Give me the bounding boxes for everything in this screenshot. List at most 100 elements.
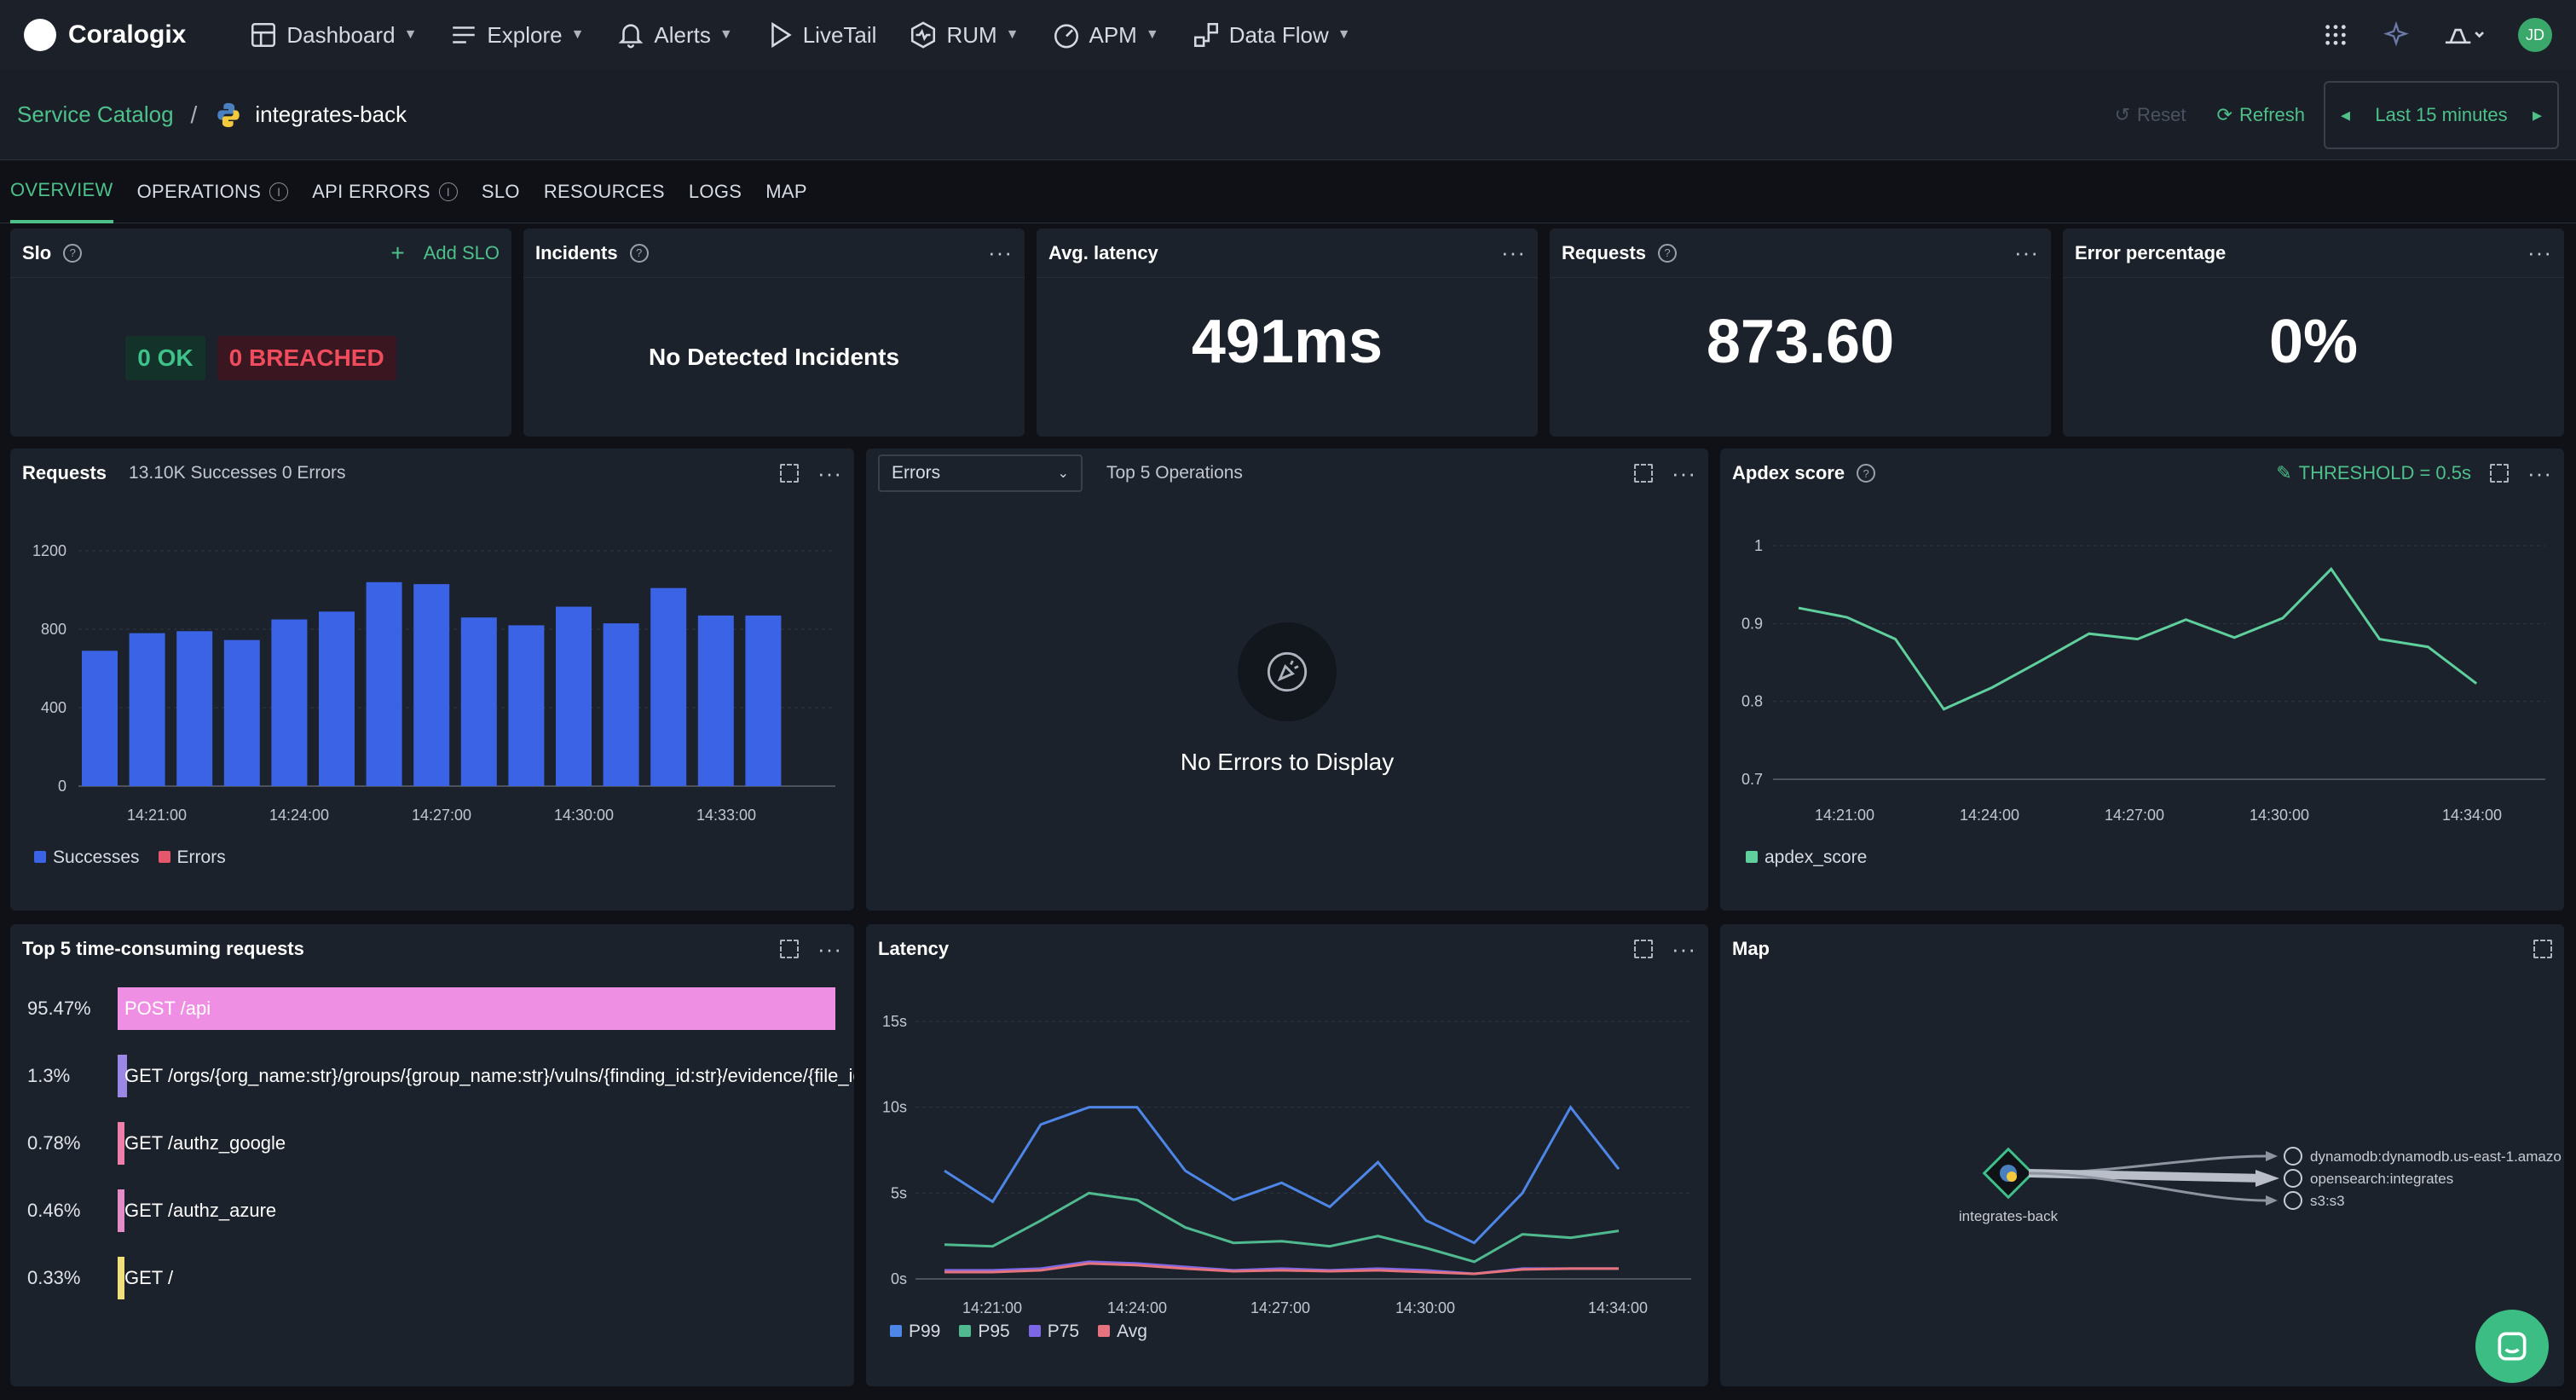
expand-icon[interactable] [1634, 464, 1654, 483]
bar-successes[interactable] [223, 639, 260, 786]
legend-avg[interactable]: Avg [1098, 1322, 1147, 1342]
top5-row[interactable]: 0.33% GET / [27, 1257, 829, 1299]
bar-successes[interactable] [697, 615, 734, 786]
nav-data-flow[interactable]: Data Flow ▼ [1192, 20, 1351, 49]
tab-operations[interactable]: OPERATIONS i [137, 160, 289, 223]
bar-successes[interactable] [271, 619, 308, 787]
more-options-icon[interactable]: ··· [988, 240, 1013, 265]
top5-row[interactable]: 0.78% GET /authz_google [27, 1122, 829, 1165]
refresh-button[interactable]: ⟳ Refresh [2217, 104, 2305, 126]
apps-grid-icon[interactable] [2322, 21, 2349, 49]
chevron-left-icon[interactable]: ◂ [2341, 104, 2351, 125]
bar-successes[interactable] [176, 631, 213, 786]
x-tick-label: 14:27:00 [412, 807, 471, 824]
latency-series-p95[interactable] [944, 1191, 1620, 1264]
reset-button[interactable]: ↺ Reset [2115, 104, 2186, 126]
bar-successes[interactable] [603, 623, 639, 786]
help-icon[interactable]: ? [63, 243, 83, 263]
info-icon[interactable]: i [438, 182, 458, 201]
plus-icon: + [390, 239, 405, 266]
more-options-icon[interactable]: ··· [1672, 460, 1696, 486]
nav-dashboard[interactable]: Dashboard ▼ [249, 20, 417, 49]
bar-successes[interactable] [129, 633, 165, 786]
more-options-icon[interactable]: ··· [817, 935, 842, 962]
target-node-s3[interactable] [2284, 1191, 2302, 1210]
top5-row[interactable]: 95.47% POST /api [27, 987, 835, 1030]
breadcrumb-service-catalog[interactable]: Service Catalog [17, 101, 174, 127]
expand-icon[interactable] [1634, 940, 1654, 958]
bar-successes[interactable] [460, 617, 497, 786]
tab-slo[interactable]: SLO [482, 160, 520, 223]
more-options-icon[interactable]: ··· [2527, 460, 2552, 486]
add-slo-button[interactable]: + Add SLO [390, 240, 500, 267]
nav-alerts-label: Alerts [654, 21, 711, 48]
chevron-right-icon[interactable]: ▸ [2532, 104, 2542, 125]
tab-map[interactable]: MAP [765, 160, 807, 223]
top5-percentage: 0.46% [27, 1200, 81, 1221]
expand-icon[interactable] [2533, 940, 2552, 958]
environment-icon[interactable] [2443, 22, 2486, 48]
tab-overview[interactable]: OVERVIEW [10, 160, 113, 223]
user-avatar[interactable]: JD [2518, 18, 2552, 52]
legend-errors[interactable]: Errors [158, 848, 226, 868]
service-node[interactable] [1982, 1147, 2035, 1200]
legend-apdex-score[interactable]: apdex_score [1746, 848, 1867, 868]
top5-bar-track: GET /authz_azure [118, 1189, 829, 1232]
error-percentage-title: Error percentage [2075, 241, 2227, 263]
apdex-series-line[interactable] [1798, 567, 2478, 711]
info-icon[interactable]: i [269, 182, 289, 201]
requests-chart-title: Requests [22, 462, 107, 483]
arrow-head [2255, 1170, 2279, 1187]
expand-icon[interactable] [780, 464, 800, 483]
help-icon[interactable]: ? [629, 243, 649, 263]
latency-line-chart: 0s 5s 10s 15s 14:21:00 14:24:00 14:27:00 14:30:… [882, 1013, 1691, 1316]
latency-series-p99[interactable] [944, 1104, 1620, 1245]
errors-select[interactable]: Errors ⌄ [878, 454, 1083, 492]
legend-p99[interactable]: P99 [890, 1322, 940, 1342]
legend-p95[interactable]: P95 [959, 1322, 1010, 1342]
top5-row[interactable]: 0.46% GET /authz_azure [27, 1189, 829, 1232]
errors-widget: Errors ⌄ Top 5 Operations ··· No Errors … [866, 448, 1708, 911]
brand-logo[interactable]: Coralogix [24, 19, 186, 51]
edit-threshold-button[interactable]: ✎ THRESHOLD = 0.5s [2276, 462, 2471, 484]
help-icon[interactable]: ? [1658, 243, 1678, 263]
bar-successes[interactable] [650, 587, 687, 786]
latency-series-p75[interactable] [944, 1260, 1619, 1276]
nav-livetail[interactable]: LiveTail [765, 20, 876, 49]
target-node-dynamodb[interactable] [2284, 1147, 2302, 1166]
legend-successes[interactable]: Successes [34, 848, 140, 868]
more-options-icon[interactable]: ··· [1672, 935, 1696, 962]
target-node-opensearch[interactable] [2284, 1169, 2302, 1188]
tab-logs[interactable]: LOGS [689, 160, 742, 223]
threshold-label: THRESHOLD = 0.5s [2298, 462, 2472, 483]
ai-sparkle-icon[interactable] [2382, 20, 2411, 49]
requests-kpi-header: Requests ? ··· [1550, 229, 2051, 278]
time-range-picker[interactable]: ◂ Last 15 minutes ▸ [2324, 81, 2559, 149]
bar-successes[interactable] [508, 625, 545, 786]
expand-icon[interactable] [780, 940, 800, 958]
chevron-down-icon: ▼ [719, 27, 733, 42]
nav-explore[interactable]: Explore ▼ [449, 20, 584, 49]
bar-successes[interactable] [366, 581, 402, 786]
nav-rum[interactable]: RUM ▼ [909, 20, 1019, 49]
bar-successes[interactable] [745, 615, 782, 786]
nav-alerts[interactable]: Alerts ▼ [616, 20, 733, 49]
tab-resources[interactable]: RESOURCES [544, 160, 665, 223]
bar-successes[interactable] [319, 611, 355, 786]
top5-row[interactable]: 1.3% GET /orgs/{org_name:str}/groups/{gro… [27, 1055, 854, 1097]
bar-successes[interactable] [82, 651, 118, 786]
more-options-icon[interactable]: ··· [2014, 240, 2039, 265]
tab-api-errors[interactable]: API ERRORS i [312, 160, 458, 223]
nav-apm[interactable]: APM ▼ [1052, 20, 1159, 49]
more-options-icon[interactable]: ··· [2527, 240, 2552, 265]
bar-successes[interactable] [556, 606, 592, 786]
more-options-icon[interactable]: ··· [817, 460, 842, 486]
more-options-icon[interactable]: ··· [1501, 240, 1526, 265]
expand-icon[interactable] [2490, 464, 2510, 483]
x-tick-label: 14:27:00 [2105, 807, 2164, 824]
help-icon[interactable]: ? [1857, 464, 1876, 483]
bar-successes[interactable] [413, 584, 450, 786]
chat-support-button[interactable] [2475, 1310, 2549, 1383]
legend-p75[interactable]: P75 [1028, 1322, 1079, 1342]
latency-series-avg[interactable] [944, 1262, 1619, 1276]
